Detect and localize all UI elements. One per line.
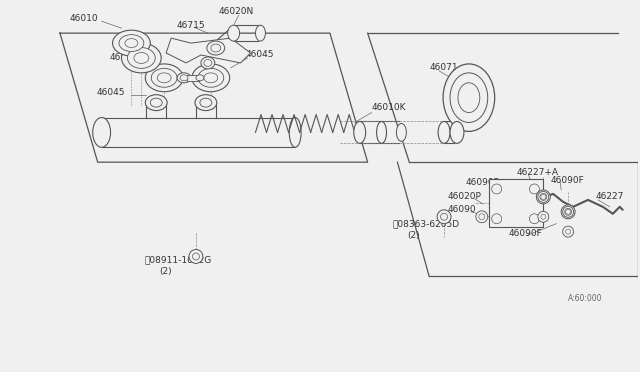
Circle shape	[440, 213, 447, 220]
Circle shape	[476, 211, 488, 223]
Ellipse shape	[93, 118, 111, 147]
Circle shape	[437, 210, 451, 224]
Ellipse shape	[396, 124, 406, 141]
Text: 46071: 46071	[429, 63, 458, 73]
Ellipse shape	[443, 64, 495, 131]
Ellipse shape	[145, 95, 167, 110]
Ellipse shape	[151, 68, 177, 87]
Circle shape	[541, 214, 546, 219]
Circle shape	[541, 195, 546, 199]
Polygon shape	[166, 38, 250, 63]
Text: 46045: 46045	[97, 88, 125, 97]
Ellipse shape	[204, 60, 212, 66]
Text: 46020P: 46020P	[448, 192, 482, 201]
Ellipse shape	[150, 98, 162, 107]
Text: 46045: 46045	[246, 51, 274, 60]
Ellipse shape	[180, 75, 188, 81]
Ellipse shape	[438, 122, 450, 143]
Text: 46090F: 46090F	[466, 177, 500, 186]
Circle shape	[492, 184, 502, 194]
Text: 46090F: 46090F	[509, 217, 542, 226]
Ellipse shape	[177, 73, 191, 83]
Ellipse shape	[127, 48, 156, 68]
Ellipse shape	[196, 75, 204, 81]
Ellipse shape	[289, 118, 301, 147]
Ellipse shape	[125, 39, 138, 48]
Text: ⓝ08911-1082G: ⓝ08911-1082G	[145, 255, 212, 264]
Ellipse shape	[198, 68, 224, 87]
Ellipse shape	[200, 98, 212, 107]
Circle shape	[193, 253, 200, 260]
Ellipse shape	[122, 43, 161, 73]
Text: A:60:000: A:60:000	[568, 294, 603, 303]
Circle shape	[564, 208, 572, 215]
Circle shape	[563, 226, 573, 237]
Ellipse shape	[255, 25, 266, 41]
Circle shape	[561, 205, 575, 219]
Ellipse shape	[458, 83, 480, 113]
Ellipse shape	[207, 41, 225, 55]
Text: Ⓝ08363-6205D: Ⓝ08363-6205D	[392, 219, 460, 228]
Ellipse shape	[113, 30, 150, 56]
Text: 46020N: 46020N	[219, 7, 254, 16]
Circle shape	[529, 184, 540, 194]
Text: (2): (2)	[407, 231, 420, 240]
Ellipse shape	[211, 44, 221, 52]
Ellipse shape	[228, 25, 239, 41]
Ellipse shape	[201, 57, 215, 69]
Ellipse shape	[192, 64, 230, 92]
Circle shape	[563, 206, 573, 217]
Text: 46090F: 46090F	[509, 229, 542, 238]
Ellipse shape	[354, 122, 365, 143]
Ellipse shape	[376, 122, 387, 143]
Bar	[489, 179, 543, 227]
Circle shape	[540, 193, 547, 201]
Text: (2): (2)	[159, 267, 172, 276]
Bar	[187, 75, 199, 81]
Ellipse shape	[157, 73, 171, 83]
Text: 46715: 46715	[176, 21, 205, 30]
Circle shape	[189, 250, 203, 263]
Text: 46227+A: 46227+A	[516, 168, 559, 177]
Ellipse shape	[450, 122, 464, 143]
Text: 46020N: 46020N	[109, 54, 145, 62]
Circle shape	[538, 211, 548, 222]
Text: 46010K: 46010K	[372, 103, 406, 112]
Text: 46090: 46090	[448, 205, 477, 214]
Circle shape	[536, 190, 550, 204]
Circle shape	[566, 229, 571, 234]
Text: 46090F: 46090F	[550, 176, 584, 185]
Text: 46227: 46227	[596, 192, 624, 201]
Ellipse shape	[450, 73, 488, 122]
Circle shape	[529, 214, 540, 224]
Ellipse shape	[145, 64, 183, 92]
Ellipse shape	[204, 73, 218, 83]
Circle shape	[492, 214, 502, 224]
Text: 46010: 46010	[70, 14, 99, 23]
Ellipse shape	[134, 52, 148, 63]
Ellipse shape	[195, 95, 217, 110]
Ellipse shape	[119, 35, 144, 51]
Circle shape	[538, 192, 548, 202]
Circle shape	[479, 214, 484, 220]
Circle shape	[566, 209, 571, 214]
